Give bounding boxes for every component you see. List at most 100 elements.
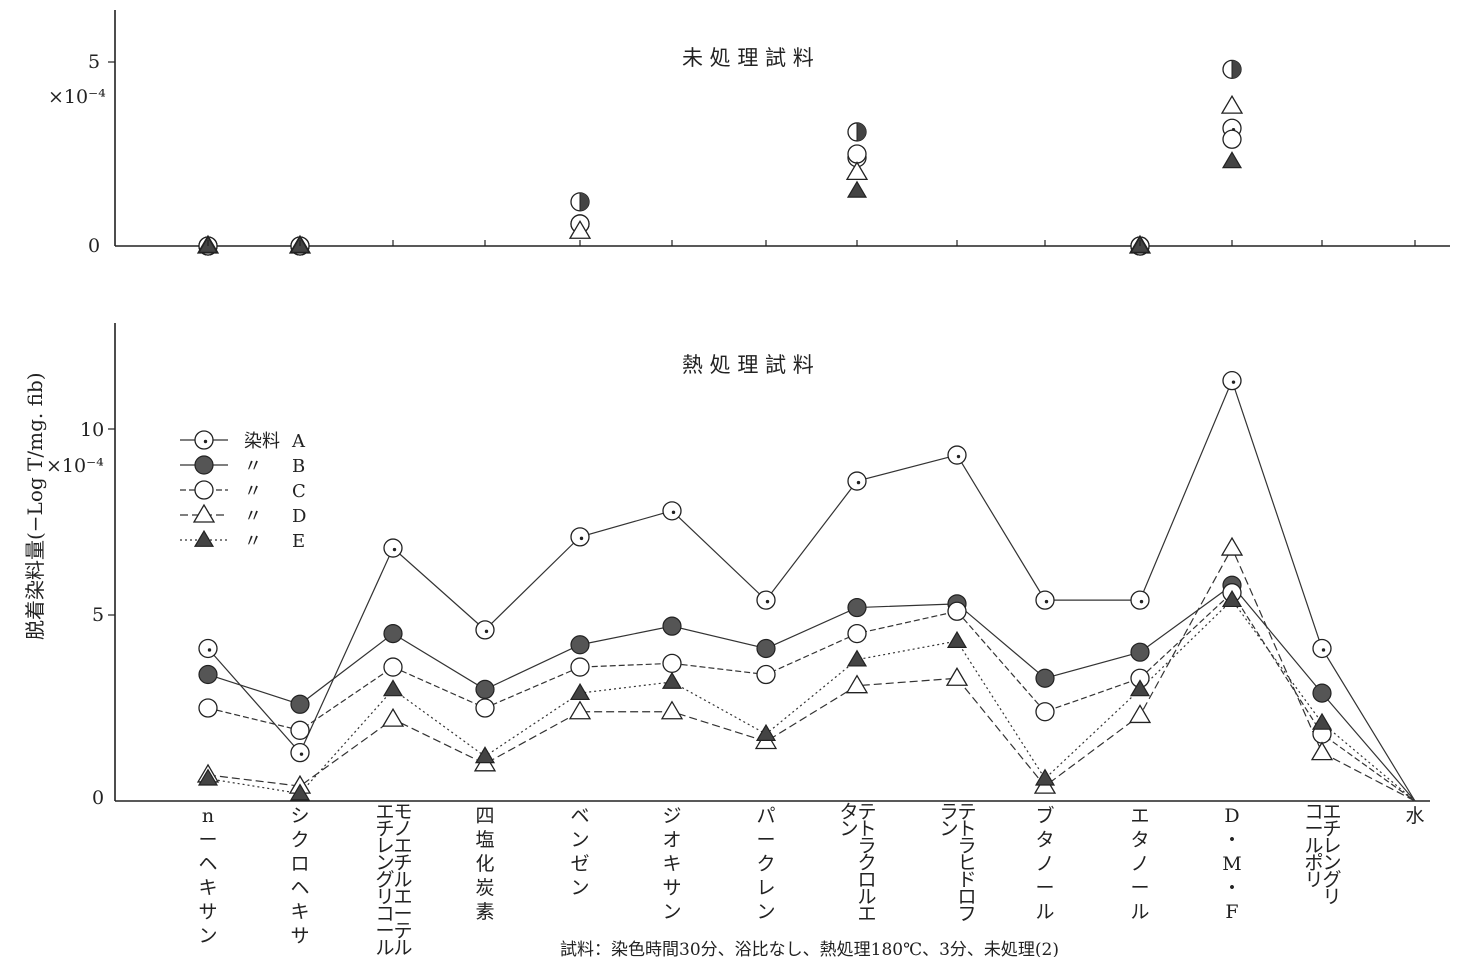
bottom-point-E-0 xyxy=(197,768,219,786)
bottom-point-B-0 xyxy=(198,664,218,685)
x-label-2-c0-8: ル xyxy=(393,937,412,957)
bottom-point-C-5 xyxy=(662,653,682,674)
x-label-12-c0-0: エ xyxy=(1322,801,1341,823)
bottom-point-B-9 xyxy=(1035,668,1055,688)
y-axis-label: 脱着染料量(−Log T/mg. fib) xyxy=(23,372,47,640)
bottom-point-C-6 xyxy=(756,664,776,685)
x-label-2-c1-3: ン xyxy=(375,852,394,874)
legend-label-C: C xyxy=(292,481,306,502)
x-label-3-3: 炭 xyxy=(475,877,494,899)
bottom-point-E-1 xyxy=(289,783,311,801)
bottom-point-D-10 xyxy=(1128,704,1152,724)
bottom-point-A-11 xyxy=(1222,370,1242,391)
bottom-point-E-7 xyxy=(846,649,868,667)
bottom-y-tick-label-0: 0 xyxy=(92,787,104,809)
x-label-2-c0-5: エ xyxy=(393,886,412,908)
x-label-0-2: ヘ xyxy=(198,853,217,875)
x-label-3-2: 化 xyxy=(475,853,494,875)
series-line-A xyxy=(207,378,1416,802)
x-label-7-c1-1: ン xyxy=(839,818,858,840)
bottom-point-D-11 xyxy=(1220,536,1244,556)
x-label-2-c1-8: ル xyxy=(375,937,394,957)
x-label-12-c0-1: チ xyxy=(1322,818,1341,840)
bottom-point-B-5 xyxy=(662,616,682,636)
bottom-series-lines xyxy=(207,378,1416,802)
bottom-point-A-1 xyxy=(290,742,310,763)
x-label-9-1: タ xyxy=(1035,829,1054,851)
x-label-2-c0-1: ノ xyxy=(393,818,412,840)
legend-label-E: E xyxy=(292,531,305,552)
x-label-12-c1-2: ル xyxy=(1304,835,1323,857)
bottom-point-A-8-dot xyxy=(956,454,961,459)
x-label-0-5: ン xyxy=(198,925,217,947)
legend-prefix-C: 〃 xyxy=(244,481,262,502)
x-label-5-1: オ xyxy=(662,829,681,851)
bottom-point-A-5-dot xyxy=(671,510,676,515)
x-label-9-3: ー xyxy=(1035,877,1054,899)
x-label-0-3: キ xyxy=(198,877,217,899)
bottom-point-A-8 xyxy=(947,445,967,465)
x-label-1-0: シ xyxy=(290,805,309,827)
x-label-8-c1-0: ラ xyxy=(939,801,958,823)
bottom-point-A-3-dot xyxy=(484,629,489,634)
bottom-point-A-6 xyxy=(756,590,776,610)
top-point-C-11 xyxy=(1222,129,1242,149)
bottom-point-C-3 xyxy=(475,698,495,718)
top-panel-title: 未 処 理 試 料 xyxy=(682,46,814,70)
bottom-point-B-3 xyxy=(475,679,495,700)
legend-label-A: A xyxy=(291,431,306,452)
bottom-point-B-6 xyxy=(756,638,776,659)
x-label-9-2: ノ xyxy=(1035,853,1054,875)
x-label-10-3: ー xyxy=(1130,877,1149,899)
x-label-3-1: 塩 xyxy=(475,829,494,851)
x-label-11-4: F xyxy=(1225,901,1238,923)
x-category-labels: nーヘキサンシクロヘキサモノエチルエーテルエチレングリコール四塩化炭素ベンゼンジ… xyxy=(198,801,1424,957)
bottom-point-A-5 xyxy=(662,501,682,521)
x-label-2-c1-1: チ xyxy=(375,818,394,840)
x-label-2-c0-4: ル xyxy=(393,869,412,891)
x-label-2-c0-6: ー xyxy=(393,903,412,925)
x-label-1-5: サ xyxy=(290,925,309,947)
top-point-B-7-fill xyxy=(857,122,866,141)
x-label-7-c0-6: エ xyxy=(857,903,876,925)
bottom-point-B-7 xyxy=(847,597,867,618)
legend-marker-B xyxy=(194,455,214,475)
top-y-multiplier: ×10⁻⁴ xyxy=(48,86,106,108)
bottom-point-A-2 xyxy=(383,538,403,558)
x-label-12-c0-4: グ xyxy=(1322,869,1341,891)
bottom-point-A-10-dot xyxy=(1139,599,1144,604)
bottom-point-C-7 xyxy=(847,623,867,644)
bottom-y-multiplier: ×10⁻⁴ xyxy=(46,455,104,477)
bottom-point-A-2-dot xyxy=(392,547,397,552)
bottom-point-D-7 xyxy=(845,674,869,694)
bottom-panel-title: 熱 処 理 試 料 xyxy=(682,353,814,377)
bottom-point-E-12 xyxy=(1311,712,1333,730)
bottom-point-E-3 xyxy=(474,746,496,764)
bottom-point-E-11 xyxy=(1221,589,1243,608)
x-label-4-3: ン xyxy=(570,877,589,899)
x-label-8-c0-6: フ xyxy=(957,903,976,925)
series-line-C xyxy=(207,591,1416,802)
bottom-point-E-9 xyxy=(1034,768,1056,786)
x-label-10-4: ル xyxy=(1130,901,1149,923)
legend-prefix-E: 〃 xyxy=(244,531,262,552)
bottom-point-A-7-dot xyxy=(856,480,861,485)
x-label-8-c0-3: ヒ xyxy=(957,852,976,874)
x-label-1-2: ロ xyxy=(290,853,309,875)
legend-marker-A-dot xyxy=(203,439,208,444)
x-label-8-c1-1: ン xyxy=(939,818,958,840)
bottom-point-A-9 xyxy=(1035,590,1055,610)
x-label-2-c0-0: モ xyxy=(393,801,412,823)
legend-prefix-B: 〃 xyxy=(244,456,262,477)
bottom-point-B-10 xyxy=(1130,642,1150,662)
footnote: 試料：染色時間30分、浴比なし、熱処理180℃、3分、未処理(2) xyxy=(560,940,1059,957)
x-label-5-0: ジ xyxy=(662,805,681,827)
legend-label-B: B xyxy=(292,456,305,477)
bottom-point-E-2 xyxy=(382,679,404,697)
x-label-1-3: ヘ xyxy=(290,877,309,899)
bottom-point-D-4 xyxy=(568,700,592,720)
x-label-0-1: ー xyxy=(198,829,217,851)
x-label-2-c0-3: チ xyxy=(393,852,412,874)
x-label-10-0: エ xyxy=(1130,805,1149,827)
